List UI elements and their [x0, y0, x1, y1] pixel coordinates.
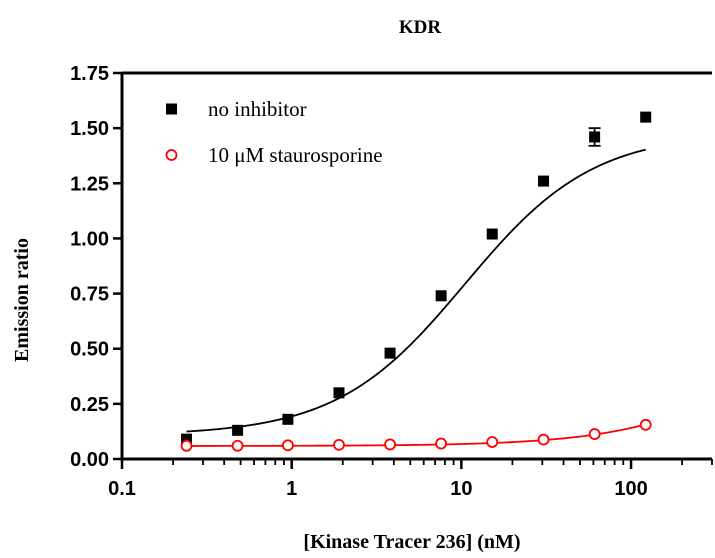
data-point-circle	[537, 433, 550, 446]
data-point-circle	[435, 437, 448, 450]
y-tick-label: 0.75	[70, 284, 109, 306]
y-tick-label: 1.25	[70, 173, 109, 195]
y-tick-label: 0.25	[70, 394, 109, 416]
data-point-square	[384, 347, 396, 359]
data-point-square	[232, 424, 244, 436]
legend-marker-circle	[165, 149, 178, 161]
fit-curves	[186, 148, 646, 447]
y-tick-label: 1.75	[70, 63, 109, 85]
data-point-square	[435, 290, 447, 302]
y-axis-label: Emission ratio	[11, 238, 33, 362]
data-point-circle	[231, 439, 244, 452]
legend-label: 10 μM staurosporine	[208, 143, 383, 167]
data-point-square	[640, 111, 652, 123]
data-point-circle	[333, 438, 345, 451]
data-point-circle	[588, 428, 601, 440]
axes: 0.00 0.25 0.50 0.75 1.00 1.25 1.50 1.75 0.1 1 10 10…	[70, 63, 713, 500]
x-tick-label: 100	[614, 478, 647, 500]
data-point-square	[282, 413, 294, 425]
legend: no inhibitor 10 μM staurosporine	[165, 97, 383, 167]
x-tick-label: 0.1	[108, 478, 136, 500]
data-points	[180, 111, 652, 452]
data-point-square	[589, 131, 601, 143]
x-axis-label: [Kinase Tracer 236] (nM)	[303, 531, 520, 553]
data-point-square	[333, 387, 345, 399]
data-point-square	[486, 228, 498, 240]
data-point-circle	[180, 439, 193, 452]
y-tick-label: 0.00	[70, 449, 109, 471]
x-tick-label: 10	[450, 478, 472, 500]
legend-marker-square	[166, 103, 177, 115]
y-tick-label: 1.50	[70, 118, 109, 140]
fit-curve-2	[186, 423, 646, 447]
data-point-circle	[486, 436, 499, 448]
data-point-square	[538, 175, 550, 187]
data-point-circle	[384, 438, 396, 451]
chart-title: KDR	[399, 17, 442, 38]
fit-curve-1	[186, 148, 646, 433]
legend-label: no inhibitor	[208, 97, 307, 121]
data-point-circle	[639, 418, 652, 431]
y-tick-label: 1.00	[70, 228, 109, 250]
y-tick-label: 0.50	[70, 339, 109, 361]
x-tick-label: 1	[286, 478, 297, 500]
data-point-square	[181, 433, 193, 445]
data-point-circle	[282, 439, 294, 452]
